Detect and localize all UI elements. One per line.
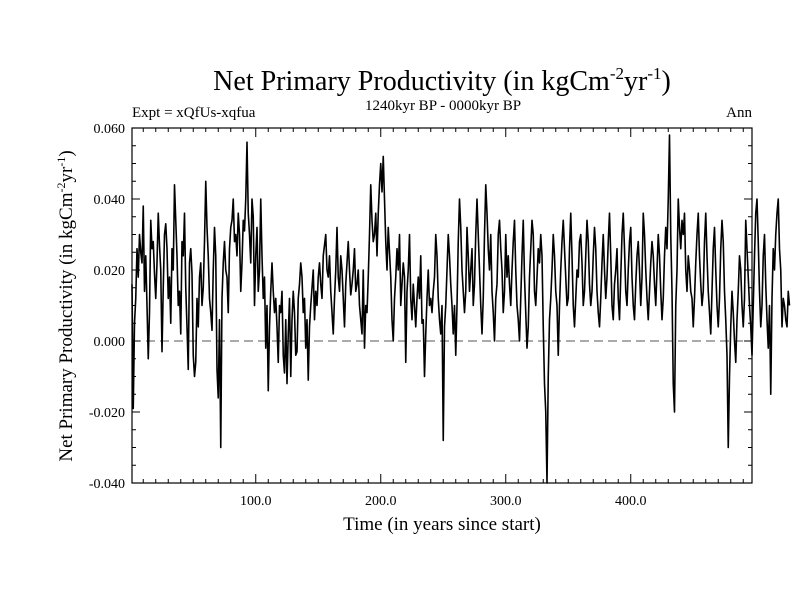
chart-title-exp1: -2 [610,64,624,83]
chart-title: Net Primary Productivity (in kgCm-2yr-1) [213,64,671,97]
series-line-0 [131,134,791,484]
series-group [131,134,791,484]
chart-title-end: ) [661,66,670,97]
chart-title-exp2: -1 [647,64,661,83]
y-tick-label: 0.000 [94,335,126,350]
y-tick-label: 0.060 [94,122,126,137]
chart-subtitle: 1240kyr BP - 0000kyr BP [365,98,521,114]
chart-title-mid: yr [624,66,648,97]
x-axis-label: Time (in years since start) [343,514,541,535]
season-label: Ann [726,105,752,121]
x-tick-label: 200.0 [365,494,397,509]
y-axis-label-main: Net Primary Productivity (in kgCm [56,192,77,461]
experiment-label: Expt = xQfUs-xqfua [132,105,256,121]
y-axis-label-exp1: -2 [54,183,68,193]
x-tick-label: 400.0 [615,494,647,509]
y-axis-label-exp2: -1 [54,157,68,167]
x-tick-label: 300.0 [490,494,522,509]
axis-ticks-group [132,127,752,484]
y-tick-label: -0.020 [89,406,125,421]
y-tick-label: -0.040 [89,477,125,492]
y-tick-label: 0.040 [94,193,126,208]
y-axis-label-mid: yr [56,166,77,183]
tick-labels-group: -0.040 -0.020 0.000 0.020 0.040 0.060 100.0 200… [89,122,647,509]
chart-title-main: Net Primary Productivity (in kgCm [213,66,610,97]
y-axis-label: Net Primary Productivity (in kgCm-2yr-1) [54,150,77,461]
y-axis-label-end: ) [56,150,77,156]
y-tick-label: 0.020 [94,264,126,279]
x-tick-label: 100.0 [240,494,272,509]
